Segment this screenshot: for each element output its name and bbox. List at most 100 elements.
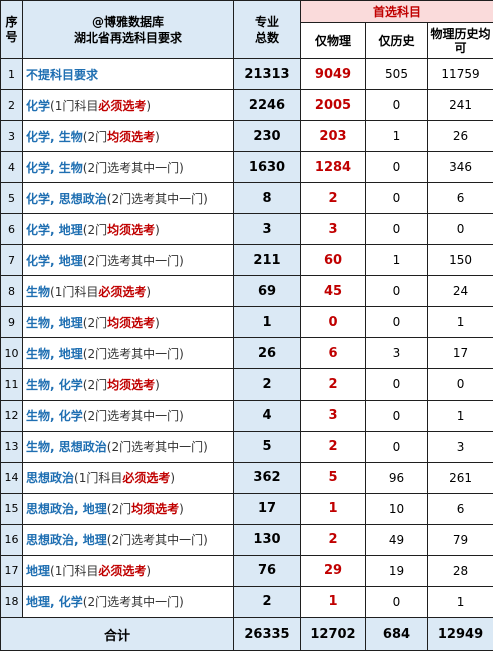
row-physics-only: 2 xyxy=(300,430,366,463)
requirement-text: 均须选考 xyxy=(107,222,156,237)
row-history-only: 19 xyxy=(365,554,428,587)
subject-names: 化学, 生物 xyxy=(26,129,83,144)
row-history-only: 96 xyxy=(365,461,428,494)
paren-close: ) xyxy=(155,222,160,237)
row-total: 2 xyxy=(233,585,301,619)
paren-close: ) xyxy=(179,502,184,517)
row-total: 76 xyxy=(233,554,301,587)
requirement-text: 均须选考 xyxy=(107,315,156,330)
physics-only-header: 仅物理 xyxy=(300,22,366,59)
paren-close: ) xyxy=(179,253,184,268)
table-row: 13 生物, 思想政治(2门选考其中一门) 5 2 0 3 xyxy=(0,430,493,463)
paren-open: ( xyxy=(82,409,88,424)
row-subjects: 生物, 化学(2门选考其中一门) xyxy=(22,399,234,432)
row-history-only: 1 xyxy=(365,244,428,277)
row-physics-only: 1 xyxy=(300,492,366,525)
row-subjects: 化学, 地理(2门均须选考) xyxy=(22,213,234,246)
row-subjects: 思想政治, 地理(2门选考其中一门) xyxy=(22,523,234,556)
row-seq: 11 xyxy=(0,368,23,401)
table-row: 8 生物(1门科目必须选考) 69 45 0 24 xyxy=(0,275,493,308)
row-seq: 14 xyxy=(0,461,23,494)
table-row: 5 化学, 思想政治(2门选考其中一门) 8 2 0 6 xyxy=(0,182,493,215)
paren-open: ( xyxy=(106,191,112,206)
row-physics-only: 29 xyxy=(300,554,366,587)
paren-close: ) xyxy=(179,160,184,175)
row-history-only: 10 xyxy=(365,492,428,525)
row-history-only: 0 xyxy=(365,368,428,401)
paren-open: ( xyxy=(106,533,112,548)
row-subjects: 地理(1门科目必须选考) xyxy=(22,554,234,587)
row-total: 130 xyxy=(233,523,301,556)
table-row: 17 地理(1门科目必须选考) 76 29 19 28 xyxy=(0,554,493,587)
row-total: 211 xyxy=(233,244,301,277)
row-total: 2 xyxy=(233,368,301,401)
requirement-text: 必须选考 xyxy=(98,564,147,579)
row-total: 8 xyxy=(233,182,301,215)
paren-open: ( xyxy=(82,595,88,610)
course-count-text: 2门 xyxy=(87,129,108,144)
course-count-text: 2门选考其中一门 xyxy=(87,253,180,268)
row-seq: 10 xyxy=(0,337,23,370)
table-row: 1 不提科目要求 21313 9049 505 11759 xyxy=(0,57,493,91)
subject-names: 生物, 思想政治 xyxy=(26,440,107,455)
row-seq: 15 xyxy=(0,492,23,525)
course-count-text: 2门 xyxy=(87,222,108,237)
table-row: 4 化学, 生物(2门选考其中一门) 1630 1284 0 346 xyxy=(0,151,493,184)
row-subjects: 生物, 地理(2门选考其中一门) xyxy=(22,337,234,370)
seq-header-label: 序号 xyxy=(5,14,18,44)
subject-names: 化学, 思想政治 xyxy=(26,191,107,206)
course-count-text: 2门选考其中一门 xyxy=(87,595,180,610)
paren-open: ( xyxy=(106,440,112,455)
row-total: 69 xyxy=(233,275,301,308)
row-subjects: 化学, 生物(2门选考其中一门) xyxy=(22,151,234,184)
requirement-text: 均须选考 xyxy=(107,129,156,144)
table-title: @博雅数据库 湖北省再选科目要求 xyxy=(22,0,234,59)
row-total: 4 xyxy=(233,399,301,432)
row-total: 362 xyxy=(233,461,301,494)
row-history-only: 0 xyxy=(365,151,428,184)
paren-open: ( xyxy=(50,564,55,579)
row-either: 0 xyxy=(426,213,493,246)
row-total: 1630 xyxy=(233,151,301,184)
row-total: 26 xyxy=(233,337,301,370)
row-physics-only: 1284 xyxy=(300,151,366,184)
subject-names: 不提科目要求 xyxy=(26,67,99,82)
row-total: 5 xyxy=(233,430,301,463)
row-total: 3 xyxy=(233,213,301,246)
paren-close: ) xyxy=(179,409,184,424)
table-row: 9 生物, 地理(2门均须选考) 1 0 0 1 xyxy=(0,306,493,339)
row-either: 1 xyxy=(426,585,493,619)
course-count-text: 2门选考其中一门 xyxy=(87,346,180,361)
row-physics-only: 3 xyxy=(300,399,366,432)
row-physics-only: 60 xyxy=(300,244,366,277)
row-total: 2246 xyxy=(233,89,301,122)
row-history-only: 0 xyxy=(365,585,428,619)
row-seq: 16 xyxy=(0,523,23,556)
row-subjects: 化学, 地理(2门选考其中一门) xyxy=(22,244,234,277)
row-seq: 12 xyxy=(0,399,23,432)
row-either: 3 xyxy=(426,430,493,463)
requirement-text: 均须选考 xyxy=(131,502,180,517)
requirement-text: 均须选考 xyxy=(107,377,156,392)
subject-names: 生物 xyxy=(26,284,51,299)
table-row: 16 思想政治, 地理(2门选考其中一门) 130 2 49 79 xyxy=(0,523,493,556)
seq-header: 序号 xyxy=(0,0,23,59)
footer-either: 12949 xyxy=(426,617,493,651)
row-subjects: 生物, 思想政治(2门选考其中一门) xyxy=(22,430,234,463)
course-count-text: 2门 xyxy=(87,315,108,330)
paren-close: ) xyxy=(146,284,152,299)
row-seq: 1 xyxy=(0,57,23,91)
requirement-text: 必须选考 xyxy=(98,98,147,113)
row-subjects: 思想政治, 地理(2门均须选考) xyxy=(22,492,234,525)
row-physics-only: 1 xyxy=(300,585,366,619)
course-count-text: 2门选考其中一门 xyxy=(111,191,204,206)
table-row: 18 地理, 化学(2门选考其中一门) 2 1 0 1 xyxy=(0,585,493,619)
row-seq: 18 xyxy=(0,585,23,619)
history-only-header: 仅历史 xyxy=(365,22,428,59)
row-total: 230 xyxy=(233,120,301,153)
paren-close: ) xyxy=(203,191,208,206)
paren-close: ) xyxy=(203,440,208,455)
row-either: 17 xyxy=(426,337,493,370)
row-seq: 7 xyxy=(0,244,23,277)
title-line-1: @博雅数据库 xyxy=(91,14,164,29)
